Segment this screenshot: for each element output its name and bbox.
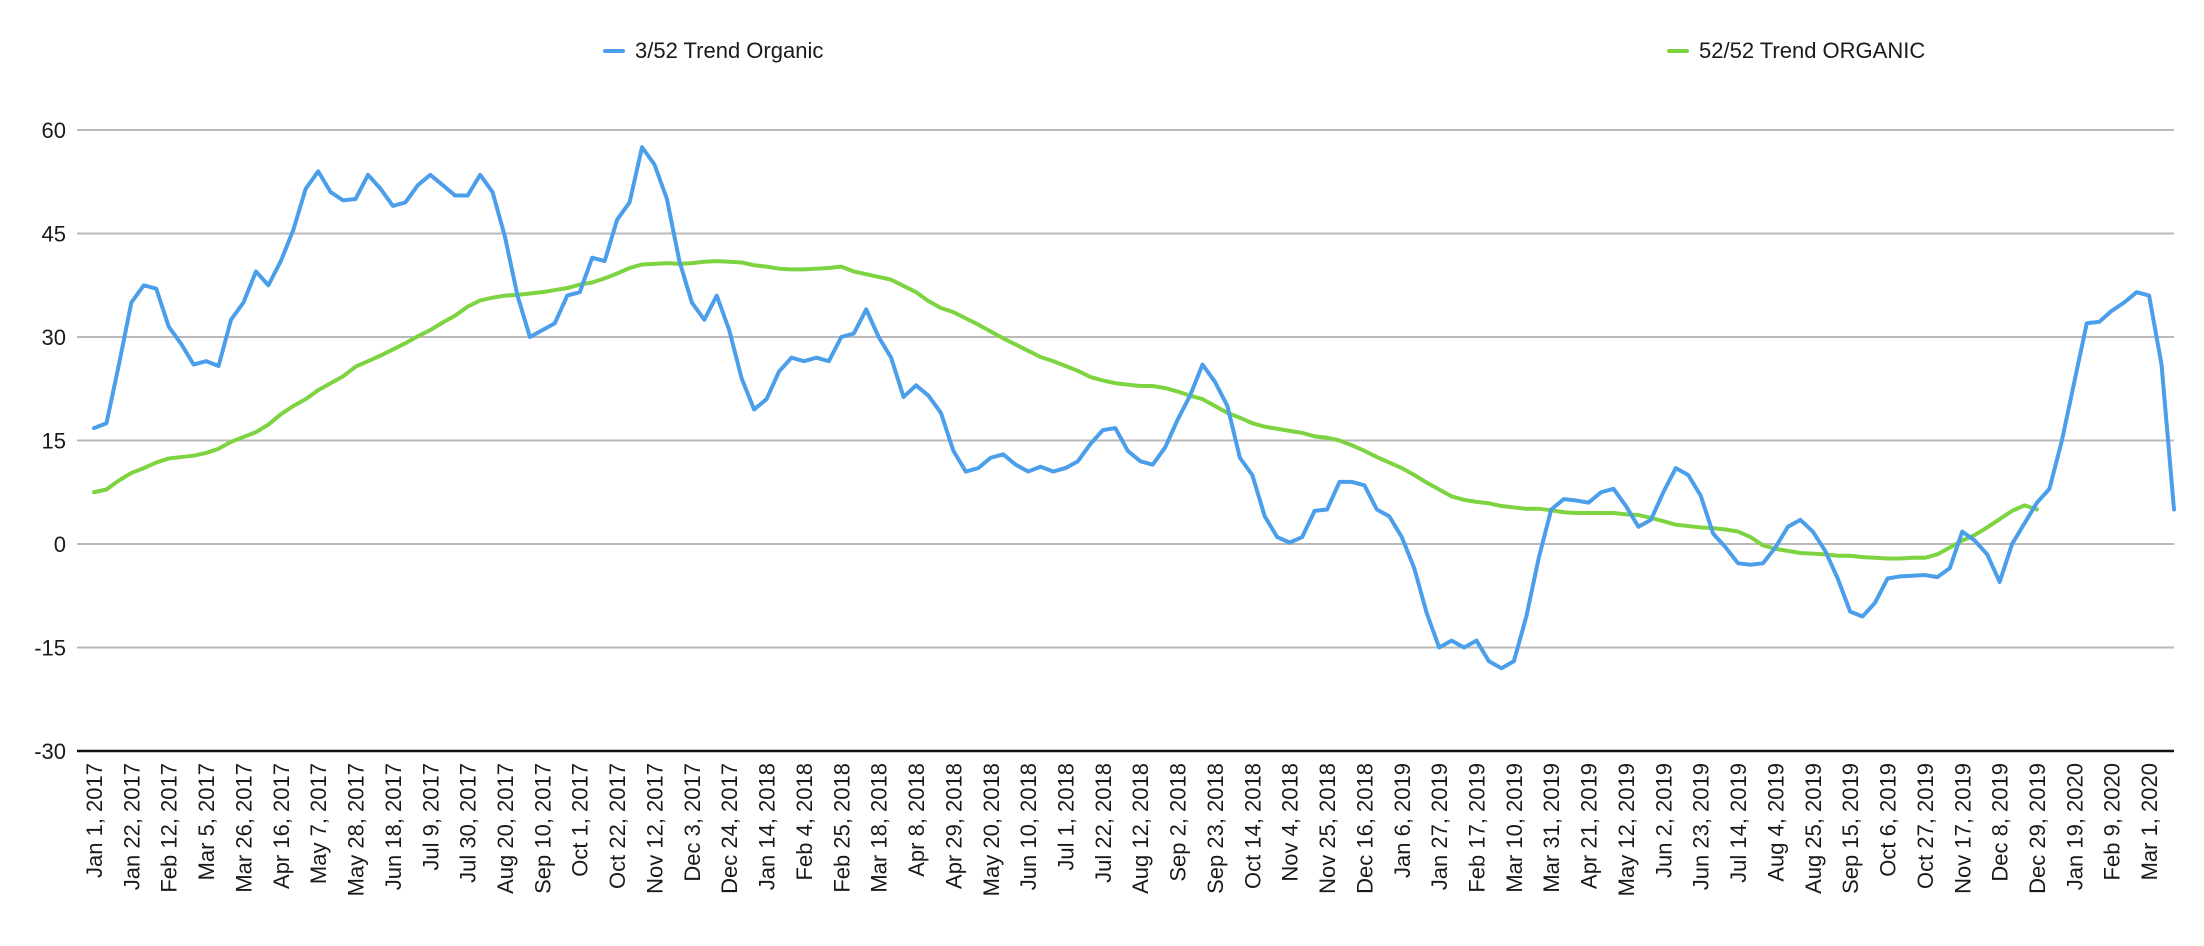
x-tick-label: Dec 3, 2017 xyxy=(680,763,705,882)
x-tick-label: Mar 5, 2017 xyxy=(194,763,219,880)
y-tick-label: 15 xyxy=(42,429,66,454)
x-tick-label: Sep 2, 2018 xyxy=(1166,763,1191,882)
x-tick-label: Aug 20, 2017 xyxy=(493,763,518,894)
x-tick-label: May 28, 2017 xyxy=(344,763,369,896)
x-tick-label: Dec 29, 2019 xyxy=(2025,763,2050,894)
y-tick-label: 0 xyxy=(54,532,66,557)
x-tick-label: Jul 14, 2019 xyxy=(1726,763,1751,883)
x-tick-label: Nov 4, 2018 xyxy=(1278,763,1303,882)
x-axis-tick-labels: Jan 1, 2017 Jan 22, 2017 Feb 12, 2017 Mar 5… xyxy=(82,763,2162,896)
x-tick-label: Dec 24, 2017 xyxy=(717,763,742,894)
x-tick-label: Jun 10, 2018 xyxy=(1016,763,1041,890)
x-tick-label: Dec 16, 2018 xyxy=(1352,763,1377,894)
x-tick-label: Feb 17, 2019 xyxy=(1465,763,1490,893)
y-tick-label: -15 xyxy=(34,636,66,661)
x-tick-label: Jul 9, 2017 xyxy=(418,763,443,871)
x-tick-label: Feb 25, 2018 xyxy=(829,763,854,893)
x-tick-label: Aug 4, 2019 xyxy=(1763,763,1788,882)
gridlines xyxy=(77,129,2174,753)
y-axis-tick-labels: 60 45 30 15 0 -15 -30 xyxy=(34,118,66,764)
x-tick-label: Oct 27, 2019 xyxy=(1913,763,1938,889)
x-tick-label: Apr 16, 2017 xyxy=(269,763,294,889)
x-tick-label: Nov 17, 2019 xyxy=(1950,763,1975,894)
x-tick-label: Oct 1, 2017 xyxy=(568,763,593,877)
x-tick-label: Mar 18, 2018 xyxy=(867,763,892,893)
x-tick-label: Feb 12, 2017 xyxy=(157,763,182,893)
x-tick-label: Jun 18, 2017 xyxy=(381,763,406,890)
x-tick-label: Jan 27, 2019 xyxy=(1427,763,1452,890)
x-tick-label: Sep 10, 2017 xyxy=(530,763,555,894)
series-line-2 xyxy=(92,259,2039,561)
x-tick-label: Aug 25, 2019 xyxy=(1801,763,1826,894)
x-tick-label: Aug 12, 2018 xyxy=(1128,763,1153,894)
x-tick-label: Mar 26, 2017 xyxy=(231,763,256,893)
x-tick-label: Apr 29, 2018 xyxy=(941,763,966,889)
x-tick-label: Dec 8, 2019 xyxy=(1988,763,2013,882)
x-tick-label: Apr 21, 2019 xyxy=(1577,763,1602,889)
x-tick-label: Oct 22, 2017 xyxy=(605,763,630,889)
legend-label-series-1: 3/52 Trend Organic xyxy=(635,38,824,63)
x-tick-label: Mar 1, 2020 xyxy=(2137,763,2162,880)
x-tick-label: Mar 31, 2019 xyxy=(1539,763,1564,893)
x-tick-label: Oct 6, 2019 xyxy=(1876,763,1901,877)
x-tick-label: Nov 12, 2017 xyxy=(642,763,667,894)
series-line-1 xyxy=(92,145,2176,671)
x-tick-label: Jul 1, 2018 xyxy=(1053,763,1078,871)
x-tick-label: Jul 30, 2017 xyxy=(456,763,481,883)
legend-item-series-2: 52/52 Trend ORGANIC xyxy=(1667,38,1925,64)
x-tick-label: Apr 8, 2018 xyxy=(904,763,929,877)
x-tick-label: Jun 23, 2019 xyxy=(1689,763,1714,890)
x-tick-label: May 20, 2018 xyxy=(979,763,1004,896)
x-tick-label: Jun 2, 2019 xyxy=(1651,763,1676,878)
legend-swatch-series-1 xyxy=(603,49,625,53)
x-tick-label: May 12, 2019 xyxy=(1614,763,1639,896)
x-tick-label: Sep 23, 2018 xyxy=(1203,763,1228,894)
x-tick-label: Jan 1, 2017 xyxy=(82,763,107,878)
x-tick-label: Feb 4, 2018 xyxy=(792,763,817,880)
x-tick-label: Nov 25, 2018 xyxy=(1315,763,1340,894)
y-tick-label: 60 xyxy=(42,118,66,143)
legend-label-series-2: 52/52 Trend ORGANIC xyxy=(1699,38,1926,63)
x-tick-label: Jan 6, 2019 xyxy=(1390,763,1415,878)
x-tick-label: Jan 14, 2018 xyxy=(755,763,780,890)
y-tick-label: 30 xyxy=(42,325,66,350)
x-tick-label: Mar 10, 2019 xyxy=(1502,763,1527,893)
x-tick-label: Jul 22, 2018 xyxy=(1091,763,1116,883)
y-tick-label: 45 xyxy=(42,222,66,247)
y-tick-label: -30 xyxy=(34,739,66,764)
x-tick-label: May 7, 2017 xyxy=(306,763,331,884)
x-tick-label: Oct 14, 2018 xyxy=(1240,763,1265,889)
x-tick-label: Jan 19, 2020 xyxy=(2062,763,2087,890)
legend-swatch-series-2 xyxy=(1667,49,1689,53)
x-tick-label: Sep 15, 2019 xyxy=(1838,763,1863,894)
x-tick-label: Jan 22, 2017 xyxy=(119,763,144,890)
x-tick-label: Feb 9, 2020 xyxy=(2100,763,2125,880)
legend-item-series-1: 3/52 Trend Organic xyxy=(603,38,823,64)
series-lines xyxy=(92,145,2176,671)
